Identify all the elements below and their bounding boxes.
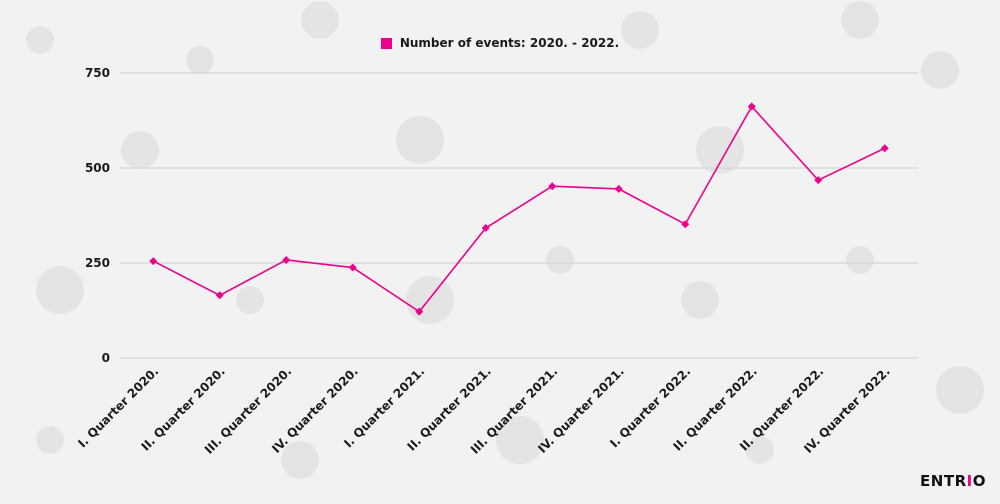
decor-shape — [301, 1, 339, 39]
logo-text-accent: I — [966, 472, 973, 490]
logo-text-post: O — [972, 472, 986, 490]
decor-shape — [846, 246, 874, 274]
decor-shape — [26, 26, 54, 54]
decor-shape — [236, 286, 264, 314]
data-point-marker — [681, 220, 690, 229]
data-point-marker — [481, 224, 490, 233]
decor-shape — [121, 131, 159, 169]
y-tick-label: 0 — [102, 351, 110, 365]
data-point-marker — [348, 263, 357, 272]
y-axis-ticks: 0 250 500 750 — [85, 66, 110, 365]
decor-shape — [281, 441, 319, 479]
data-point-marker — [415, 307, 424, 316]
decor-shape — [406, 276, 454, 324]
decor-shape — [496, 416, 544, 464]
data-point-marker — [548, 182, 557, 191]
y-tick-label: 750 — [85, 66, 110, 80]
data-point-marker — [747, 102, 756, 111]
background-decoration — [26, 1, 984, 479]
decor-shape — [546, 246, 574, 274]
grid-lines — [120, 72, 918, 359]
y-tick-label: 500 — [85, 161, 110, 175]
decor-shape — [36, 426, 64, 454]
decor-shape — [746, 436, 774, 464]
data-point-marker — [880, 144, 889, 153]
legend-label: Number of events: 2020. - 2022. — [399, 36, 620, 50]
decor-shape — [921, 51, 959, 89]
legend: Number of events: 2020. - 2022. — [0, 36, 1000, 50]
decor-shape — [936, 366, 984, 414]
decor-shape — [841, 1, 879, 39]
data-point-marker — [149, 257, 158, 266]
series-layer — [149, 102, 889, 316]
series-line — [152, 105, 886, 313]
legend-swatch — [380, 37, 392, 49]
decor-shape — [681, 281, 719, 319]
data-point-marker — [282, 255, 291, 264]
decor-shape — [621, 11, 659, 49]
data-point-marker — [814, 176, 823, 185]
decor-shape — [186, 46, 214, 74]
logo-text-pre: ENTR — [920, 472, 967, 490]
decor-shape — [696, 126, 744, 174]
brand-logo: ENTRIO — [920, 472, 986, 490]
y-tick-label: 250 — [85, 256, 110, 270]
data-point-marker — [614, 184, 623, 193]
data-point-marker — [215, 291, 224, 300]
decor-shape — [36, 266, 84, 314]
decor-shape — [396, 116, 444, 164]
